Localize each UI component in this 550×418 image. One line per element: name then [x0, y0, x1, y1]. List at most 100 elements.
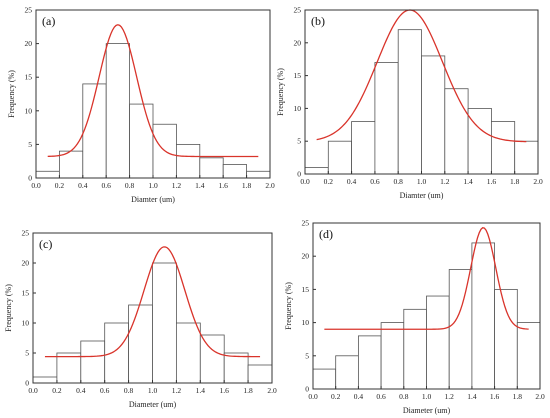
y-tick-label: 5: [28, 140, 32, 149]
y-axis-label: Frequency (%): [4, 284, 13, 332]
histogram-bar: [304, 167, 329, 175]
y-tick-label: 0: [28, 174, 32, 183]
y-tick-label: 25: [25, 6, 33, 15]
histogram-bar: [105, 43, 130, 179]
histogram-bar: [351, 121, 376, 175]
y-tick-label: 0: [25, 379, 29, 388]
histogram-bar: [129, 103, 154, 179]
y-tick-label: 15: [302, 285, 310, 294]
histogram-bar: [357, 335, 382, 390]
x-tick-label: 0.6: [102, 181, 112, 190]
y-tick-label: 20: [25, 39, 33, 48]
histogram-bar: [448, 269, 473, 390]
histogram-bar: [327, 140, 352, 175]
x-tick-label: 1.2: [445, 392, 455, 401]
panel-label: (b): [311, 14, 325, 28]
y-tick-label: 0: [305, 385, 309, 394]
y-tick-label: 5: [25, 349, 29, 358]
histogram-bar: [471, 242, 495, 390]
histogram-bar: [403, 308, 427, 390]
x-tick-label: 0.6: [376, 392, 386, 401]
y-tick-label: 15: [22, 289, 30, 298]
histogram-bar: [222, 164, 247, 179]
y-tick-label: 25: [294, 6, 302, 15]
x-tick-label: 1.0: [148, 386, 158, 395]
x-tick-label: 0.2: [55, 181, 65, 190]
histogram-bar: [246, 170, 271, 179]
histogram-panel-3: 0.0 0.2 0.4 0.6 0.8 1.0 1.2 1.4 1.6 1.8 2.0 0 5 10 15 2…: [4, 229, 277, 410]
y-tick-label: 10: [25, 106, 33, 115]
histogram-bar: [467, 108, 492, 175]
x-tick-label: 0.8: [125, 181, 135, 190]
y-axis-label: Frequency (%): [7, 70, 16, 118]
x-tick-label: 1.2: [440, 177, 450, 186]
y-tick-label: 20: [22, 259, 30, 268]
x-tick-label: 0.2: [331, 392, 341, 401]
x-tick-label: 0.4: [354, 392, 364, 401]
y-tick-label: 5: [297, 137, 301, 146]
y-tick-label: 20: [302, 252, 310, 261]
x-tick-label: 2.0: [267, 386, 277, 395]
histogram-bar: [152, 262, 177, 384]
gaussian-fit-curve: [324, 227, 529, 330]
histogram-bar: [374, 62, 399, 175]
histogram-bar: [312, 368, 337, 390]
x-tick-label: 0.0: [308, 392, 318, 401]
x-tick-label: 0.4: [76, 386, 86, 395]
y-tick-label: 10: [302, 318, 310, 327]
x-tick-label: 1.8: [510, 177, 520, 186]
x-tick-label: 0.0: [31, 181, 41, 190]
histogram-bar: [175, 322, 201, 384]
x-tick-label: 0.0: [300, 177, 310, 186]
histogram-bar: [421, 55, 446, 175]
histogram-bar: [223, 352, 249, 384]
x-axis-label: Diameter (um): [403, 406, 451, 415]
histogram-panel-1: 0.0 0.2 0.4 0.6 0.8 1.0 1.2 1.4 1.6 1.8 2.0 0 5 10 15 2…: [7, 6, 275, 205]
x-tick-label: 1.6: [487, 177, 497, 186]
x-tick-label: 2.0: [265, 181, 275, 190]
histogram-bar: [397, 29, 422, 175]
x-tick-label: 1.4: [196, 386, 206, 395]
panel-label: (d): [319, 227, 333, 241]
y-tick-label: 25: [22, 229, 30, 238]
x-tick-label: 0.6: [370, 177, 380, 186]
x-tick-label: 1.8: [242, 181, 252, 190]
x-tick-label: 1.2: [172, 386, 182, 395]
y-tick-label: 25: [302, 219, 310, 228]
x-tick-label: 1.6: [490, 392, 500, 401]
x-tick-label: 1.6: [220, 386, 230, 395]
x-tick-label: 1.6: [219, 181, 229, 190]
gaussian-fit-curve: [44, 246, 261, 358]
histogram-bar: [128, 304, 153, 384]
x-tick-label: 1.4: [463, 177, 473, 186]
x-tick-label: 0.0: [28, 386, 38, 395]
gaussian-fit-curve: [47, 24, 259, 158]
x-tick-label: 0.8: [394, 177, 404, 186]
y-axis-label: Frequency (%): [276, 68, 285, 116]
histogram-bar: [104, 322, 129, 384]
y-tick-label: 10: [22, 319, 30, 328]
histogram-bar: [199, 157, 224, 179]
x-tick-label: 0.4: [78, 181, 88, 190]
histogram-bar: [516, 322, 541, 390]
x-tick-label: 0.2: [52, 386, 62, 395]
histogram-panel-4: 0.0 0.2 0.4 0.6 0.8 1.0 1.2 1.4 1.6 1.8 2.0 0 5 10 15 2…: [284, 219, 545, 416]
histogram-bar: [32, 376, 58, 384]
y-tick-label: 5: [305, 351, 309, 360]
x-tick-label: 2.0: [533, 177, 543, 186]
histogram-bar: [56, 352, 82, 384]
x-tick-label: 0.4: [347, 177, 357, 186]
x-tick-label: 1.4: [467, 392, 477, 401]
x-tick-label: 1.0: [148, 181, 158, 190]
y-axis-label: Frequency (%): [284, 282, 293, 330]
histogram-bar: [444, 88, 469, 175]
x-tick-label: 1.8: [513, 392, 523, 401]
x-tick-label: 1.0: [417, 177, 427, 186]
histogram-bar: [247, 364, 273, 384]
x-tick-label: 0.8: [124, 386, 134, 395]
histogram-panel-2: 0.0 0.2 0.4 0.6 0.8 1.0 1.2 1.4 1.6 1.8 2.0 0 5 10 15 2…: [276, 6, 543, 201]
x-tick-label: 1.0: [422, 392, 432, 401]
y-tick-label: 15: [25, 73, 33, 82]
x-axis-label: Diamter (um): [131, 195, 175, 204]
